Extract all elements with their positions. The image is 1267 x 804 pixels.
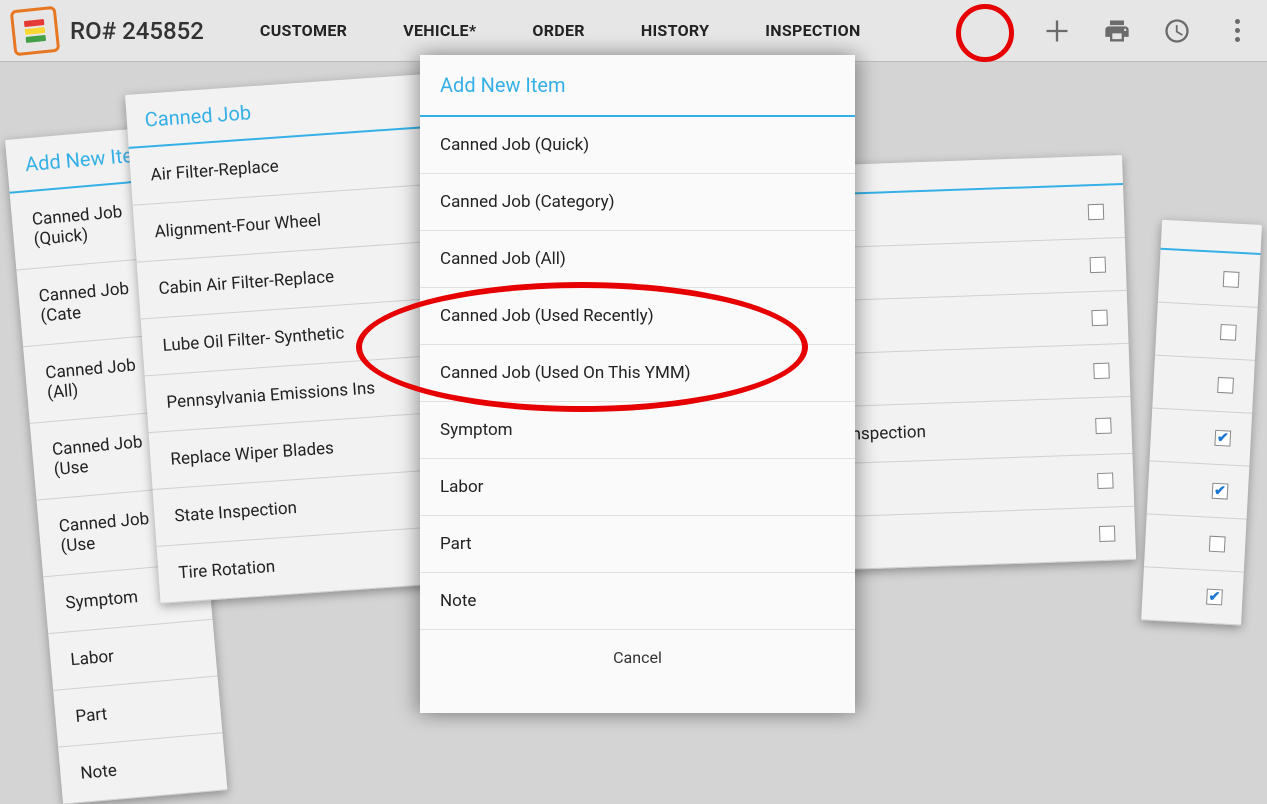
checkbox[interactable] — [1220, 324, 1237, 341]
checkbox-checked[interactable]: ✔ — [1214, 430, 1231, 447]
list-item[interactable]: ✔ — [1141, 567, 1244, 625]
checkbox[interactable] — [1223, 271, 1240, 288]
bg-checklist-card-2: ✔ ✔ ✔ — [1141, 220, 1262, 626]
menu-item-canned-ymm[interactable]: Canned Job (Used On This YMM) — [420, 345, 855, 402]
list-item[interactable] — [1155, 303, 1258, 361]
topbar-tabs: CUSTOMER VEHICLE* ORDER HISTORY INSPECTI… — [232, 0, 889, 62]
menu-item-canned-category[interactable]: Canned Job (Category) — [420, 174, 855, 231]
list-item[interactable]: nspection — [831, 397, 1133, 464]
history-button[interactable] — [1147, 0, 1207, 62]
checkbox[interactable] — [1091, 310, 1108, 327]
checkbox[interactable] — [1090, 257, 1107, 274]
modal-title: Add New Item — [420, 55, 855, 117]
menu-item-symptom[interactable]: Symptom — [420, 402, 855, 459]
checkbox-checked[interactable]: ✔ — [1206, 589, 1223, 606]
checkbox-checked[interactable]: ✔ — [1212, 483, 1229, 500]
add-button[interactable] — [1027, 0, 1087, 62]
overflow-button[interactable] — [1207, 0, 1267, 62]
clock-icon — [1163, 17, 1191, 45]
menu-item-labor[interactable]: Labor — [420, 459, 855, 516]
list-item[interactable] — [1144, 514, 1247, 572]
checkbox[interactable] — [1088, 204, 1105, 221]
checkbox[interactable] — [1099, 525, 1116, 542]
checkbox[interactable] — [1097, 473, 1114, 490]
tab-history[interactable]: HISTORY — [613, 0, 737, 62]
checkbox[interactable] — [1217, 377, 1234, 394]
list-item[interactable] — [1158, 250, 1261, 308]
list-item[interactable]: ✔ — [1149, 409, 1252, 467]
tab-inspection[interactable]: INSPECTION — [737, 0, 888, 62]
list-item[interactable] — [834, 507, 1136, 570]
checkbox[interactable] — [1209, 536, 1226, 553]
app-logo — [10, 5, 61, 56]
menu-item-canned-all[interactable]: Canned Job (All) — [420, 231, 855, 288]
list-item[interactable]: ✔ — [1147, 461, 1250, 519]
menu-item-part[interactable]: Part — [420, 516, 855, 573]
print-icon — [1103, 17, 1131, 45]
menu-item-canned-quick[interactable]: Canned Job (Quick) — [420, 117, 855, 174]
print-button[interactable] — [1087, 0, 1147, 62]
tab-vehicle[interactable]: VEHICLE* — [375, 0, 504, 62]
bg-canned-job-card: Canned Job Air Filter-Replace Alignment-… — [125, 74, 460, 604]
tab-order[interactable]: ORDER — [504, 0, 612, 62]
bg-checklist-card-1: nspection — [822, 155, 1136, 570]
menu-item-canned-recent[interactable]: Canned Job (Used Recently) — [420, 288, 855, 345]
list-item[interactable] — [1152, 356, 1255, 414]
menu-item-note[interactable]: Note — [420, 573, 855, 630]
cancel-button[interactable]: Cancel — [420, 630, 855, 685]
add-new-item-modal: Add New Item Canned Job (Quick) Canned J… — [420, 55, 855, 713]
ro-number: RO# 245852 — [70, 17, 204, 45]
checkbox[interactable] — [1093, 363, 1110, 380]
tab-customer[interactable]: CUSTOMER — [232, 0, 375, 62]
kebab-icon — [1235, 19, 1240, 42]
plus-icon — [1043, 17, 1071, 45]
checkbox[interactable] — [1095, 418, 1112, 435]
topbar: RO# 245852 CUSTOMER VEHICLE* ORDER HISTO… — [0, 0, 1267, 62]
